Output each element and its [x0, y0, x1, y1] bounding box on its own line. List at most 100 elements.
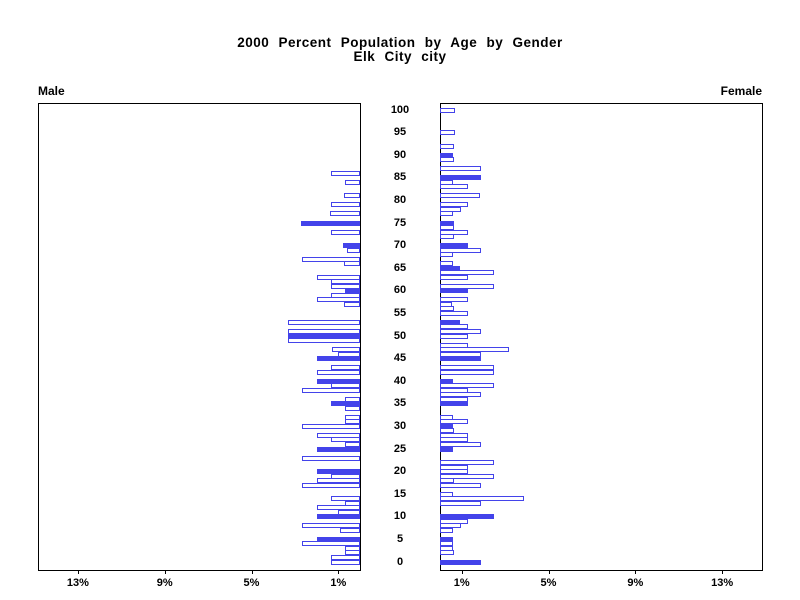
male-bar-age-43: [331, 365, 360, 371]
male-bar-age-34: [345, 405, 360, 411]
male-bar-age-35: [331, 401, 360, 407]
male-bar-age-36: [345, 396, 360, 402]
male-bar-age-12: [317, 505, 360, 511]
female-bar-age-100: [440, 107, 455, 113]
male-bar-age-84: [345, 179, 360, 185]
female-tick-5pct: [548, 570, 550, 574]
female-bar-age-65: [440, 265, 460, 271]
female-bar-age-8: [440, 523, 461, 529]
male-bar-age-49: [288, 338, 360, 344]
male-bar-age-23: [302, 455, 360, 461]
female-bar-age-38: [440, 387, 468, 393]
female-tick-1pct: [461, 570, 463, 574]
female-bar-age-90: [440, 152, 453, 158]
male-bar-age-30: [302, 423, 360, 429]
male-bar-age-27: [331, 437, 360, 443]
age-label-0: 0: [396, 555, 404, 568]
female-bar-age-73: [440, 229, 468, 235]
female-bar-age-46: [440, 351, 481, 357]
male-bar-age-62: [331, 279, 360, 285]
chart-title-block: 2000 Percent Population by Age by Gender…: [0, 36, 800, 64]
male-bar-age-69: [347, 247, 360, 253]
female-bar-age-87: [440, 166, 481, 172]
male-bar-age-10: [317, 514, 360, 520]
female-bar-age-15: [440, 491, 453, 497]
male-bar-age-26: [345, 441, 360, 447]
female-bar-age-74: [440, 225, 454, 231]
female-bar-age-10: [440, 514, 494, 520]
male-tick-1pct: [338, 570, 340, 574]
male-tick-label-9pct: 9%: [156, 577, 173, 589]
male-bar-age-67: [302, 256, 360, 262]
female-bar-age-13: [440, 500, 481, 506]
male-bar-age-0: [331, 559, 360, 565]
female-panel-label: Female: [720, 84, 762, 98]
female-bar-age-47: [440, 347, 509, 353]
male-tick-label-13pct: 13%: [66, 577, 89, 589]
female-bar-age-3: [440, 545, 453, 551]
female-bar-age-40: [440, 378, 453, 384]
female-bar-age-4: [440, 541, 453, 547]
male-tick-9pct: [164, 570, 166, 574]
male-bar-age-58: [317, 297, 360, 303]
male-bar-age-79: [331, 202, 360, 208]
female-bar-age-20: [440, 469, 468, 475]
age-label-65: 65: [393, 261, 407, 274]
male-bar-age-19: [331, 473, 360, 479]
male-bar-age-59: [331, 292, 360, 298]
male-bar-age-14: [331, 496, 360, 502]
age-label-70: 70: [393, 239, 407, 252]
age-label-60: 60: [393, 284, 407, 297]
age-label-35: 35: [393, 397, 407, 410]
female-bar-age-51: [440, 328, 481, 334]
female-bar-age-31: [440, 419, 468, 425]
age-label-5: 5: [396, 532, 404, 545]
female-bar-age-14: [440, 496, 524, 502]
female-bar-age-48: [440, 342, 468, 348]
female-bar-age-27: [440, 437, 468, 443]
female-bar-age-79: [440, 202, 468, 208]
age-label-25: 25: [393, 442, 407, 455]
female-bar-age-22: [440, 460, 494, 466]
female-panel: [440, 103, 763, 571]
male-tick-5pct: [251, 570, 253, 574]
female-bar-age-75: [440, 220, 454, 226]
age-label-10: 10: [393, 510, 407, 523]
male-bar-age-20: [317, 469, 360, 475]
female-bar-age-43: [440, 365, 494, 371]
age-label-15: 15: [393, 487, 407, 500]
male-bar-age-5: [317, 536, 360, 542]
male-bar-age-3: [345, 545, 360, 551]
female-bar-age-70: [440, 243, 468, 249]
female-bar-age-64: [440, 270, 494, 276]
male-bar-age-17: [302, 482, 360, 488]
female-bar-age-56: [440, 306, 454, 312]
female-bar-age-50: [440, 333, 468, 339]
female-tick-13pct: [722, 570, 724, 574]
male-bar-age-39: [331, 383, 360, 389]
female-bar-age-84: [440, 179, 453, 185]
female-bar-age-18: [440, 478, 454, 484]
age-label-40: 40: [393, 374, 407, 387]
male-bar-age-31: [345, 419, 360, 425]
male-tick-label-5pct: 5%: [243, 577, 260, 589]
male-bar-age-50: [288, 333, 360, 339]
female-bar-age-69: [440, 247, 481, 253]
male-tick-label-1pct: 1%: [330, 577, 347, 589]
female-bar-age-39: [440, 383, 494, 389]
male-bar-age-46: [338, 351, 360, 357]
female-tick-label-1pct: 1%: [453, 577, 470, 589]
female-bar-age-0: [440, 559, 481, 565]
male-bar-age-28: [317, 432, 360, 438]
age-label-95: 95: [393, 126, 407, 139]
female-bar-age-92: [440, 143, 454, 149]
male-bar-age-7: [340, 527, 360, 533]
male-bar-age-66: [344, 261, 360, 267]
female-bar-age-66: [440, 261, 453, 267]
male-bar-age-45: [317, 356, 360, 362]
age-label-75: 75: [393, 216, 407, 229]
female-bar-age-55: [440, 310, 468, 316]
male-bar-age-81: [344, 193, 360, 199]
female-bar-age-45: [440, 356, 481, 362]
female-bar-age-29: [440, 428, 454, 434]
